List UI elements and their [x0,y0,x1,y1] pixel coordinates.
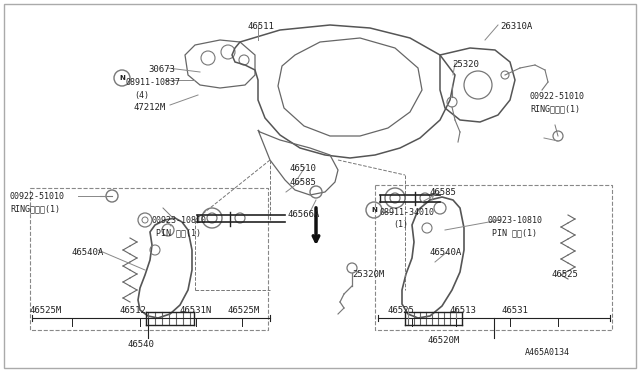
Text: RINGリング(1): RINGリング(1) [10,204,60,213]
Text: (1): (1) [393,220,408,229]
Text: 08911-10837: 08911-10837 [125,78,180,87]
Text: 46540: 46540 [128,340,155,349]
Text: 00923-10810: 00923-10810 [488,216,543,225]
Text: 46511: 46511 [247,22,274,31]
Text: 46512: 46512 [120,306,147,315]
Text: 46525M: 46525M [228,306,260,315]
Text: 46510: 46510 [290,164,317,173]
Text: 25320: 25320 [452,60,479,69]
Text: PIN ピン(1): PIN ピン(1) [156,228,201,237]
Text: 46525: 46525 [551,270,578,279]
Text: 46585: 46585 [290,178,317,187]
Text: 30673: 30673 [148,65,175,74]
Text: N: N [371,207,377,213]
Text: 46513: 46513 [450,306,477,315]
Text: (4): (4) [134,91,149,100]
Text: 46585: 46585 [430,188,457,197]
Text: 00922-51010: 00922-51010 [10,192,65,201]
Text: RINGリング(1): RINGリング(1) [530,104,580,113]
Text: 46566A: 46566A [288,210,320,219]
Text: 46531N: 46531N [180,306,212,315]
Text: N: N [119,75,125,81]
Text: 46520M: 46520M [428,336,460,345]
Text: 46540A: 46540A [430,248,462,257]
Text: 46525: 46525 [388,306,415,315]
Text: 25320M: 25320M [352,270,384,279]
Text: 08911-34010: 08911-34010 [380,208,435,217]
Text: 47212M: 47212M [134,103,166,112]
Text: A465A0134: A465A0134 [525,348,570,357]
Text: 46531: 46531 [502,306,529,315]
Text: 46525M: 46525M [30,306,62,315]
Text: 26310A: 26310A [500,22,532,31]
Text: PIN ピン(1): PIN ピン(1) [492,228,537,237]
Text: 00923-10810: 00923-10810 [152,216,207,225]
Text: 00922-51010: 00922-51010 [530,92,585,101]
Text: 46540A: 46540A [72,248,104,257]
